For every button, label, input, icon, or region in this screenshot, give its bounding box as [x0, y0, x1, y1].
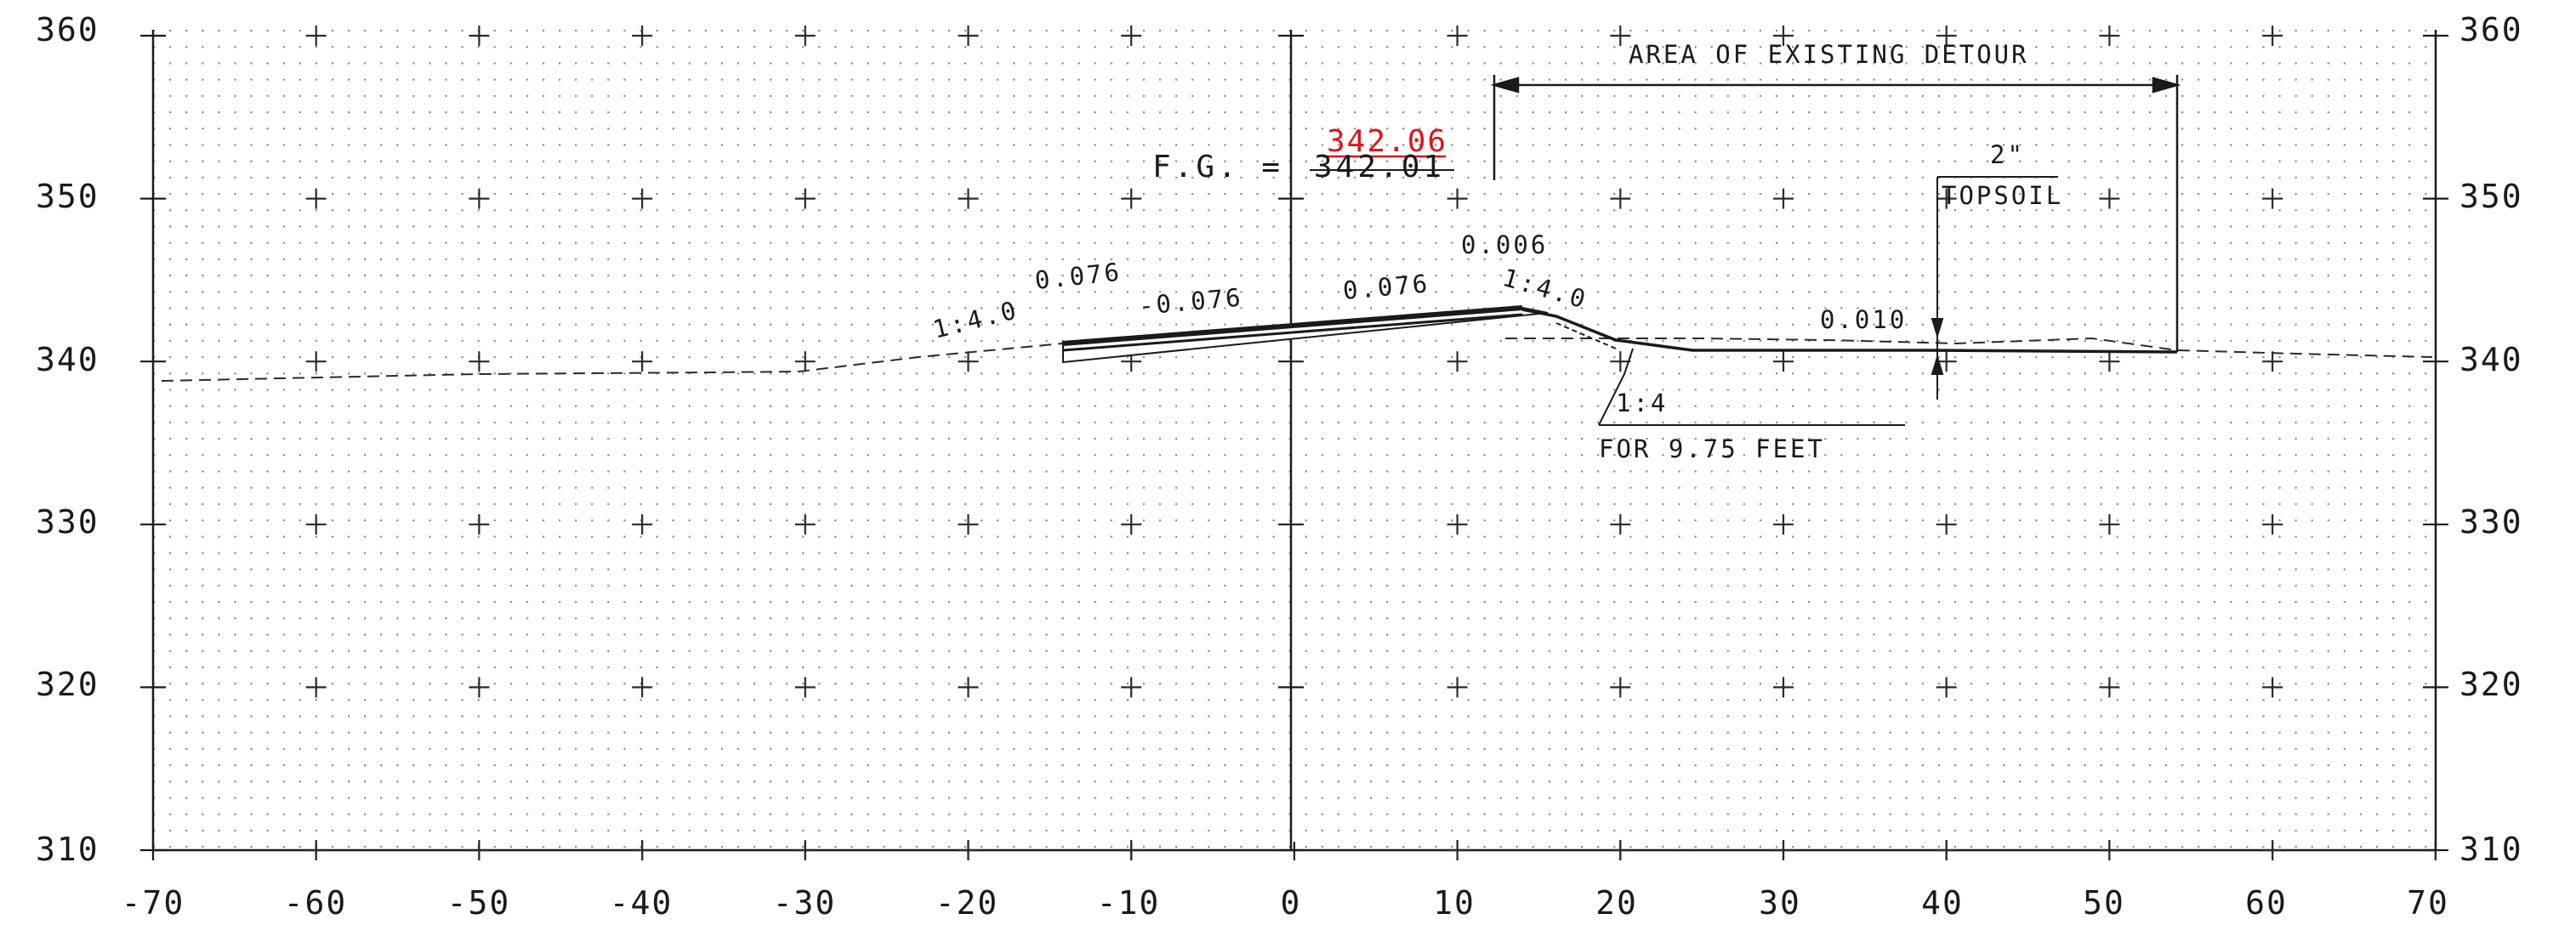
elev-label: 310 [2459, 831, 2523, 868]
grid-plus-markers [305, 26, 2283, 860]
offset-label: 0 [1281, 884, 1302, 922]
elev-label: 350 [2459, 178, 2523, 215]
offset-label: -60 [284, 884, 348, 922]
topsoil-label: TOPSOIL [1942, 181, 2063, 210]
fg-old-value: 342.01 [1314, 150, 1445, 184]
existing-ground-line-right [1505, 337, 2433, 358]
elevation-labels-left: 360 350 340 330 320 310 [36, 11, 100, 868]
offset-label: -40 [610, 884, 674, 922]
offset-labels: -70 -60 -50 -40 -30 -20 -10 0 10 20 30 4… [122, 884, 2449, 922]
elev-label: 360 [2459, 11, 2523, 48]
detour-limits [1490, 75, 2181, 352]
elevation-labels-right: 360 350 340 330 320 310 [2459, 11, 2523, 868]
fg-revised-value: 342.06 [1327, 124, 1447, 159]
for-feet-label: FOR 9.75 FEET [1599, 434, 1825, 463]
offset-label: 70 [2407, 884, 2449, 922]
offset-label: 40 [1921, 884, 1964, 922]
elev-label: 320 [2459, 666, 2523, 703]
elev-label: 310 [36, 831, 100, 868]
offset-label: 50 [2083, 884, 2125, 922]
slope-far-right: 0.010 [1820, 305, 1907, 334]
fg-label: F.G. = [1152, 150, 1283, 184]
elev-label: 340 [36, 341, 100, 378]
ratio-leader [1598, 348, 1905, 426]
offset-label: -20 [935, 884, 999, 922]
elev-label: 340 [2459, 341, 2523, 378]
slope-right-top: 0.006 [1461, 230, 1548, 259]
existing-ground-line [161, 343, 1064, 382]
offset-label: -50 [447, 884, 511, 922]
dot-grid [153, 30, 2441, 850]
offset-label: -70 [122, 884, 185, 922]
elev-label: 330 [2459, 503, 2523, 541]
offset-label: 30 [1759, 884, 1801, 922]
proposed-section [1062, 305, 2178, 364]
offset-label: 60 [2245, 884, 2288, 922]
elev-label: 350 [36, 178, 100, 215]
offset-label: 10 [1433, 884, 1476, 922]
elev-label: 360 [36, 11, 100, 48]
detour-label: AREA OF EXISTING DETOUR [1629, 40, 2029, 69]
elev-label: 320 [36, 666, 100, 703]
topsoil-thickness: 2" [1990, 140, 2025, 169]
ratio-label: 1:4 [1616, 389, 1668, 417]
offset-label: 20 [1595, 884, 1638, 922]
topsoil-dimension [1931, 176, 2058, 400]
elev-label: 330 [36, 503, 100, 541]
offset-label: -30 [773, 884, 837, 922]
offset-label: -10 [1097, 884, 1161, 922]
